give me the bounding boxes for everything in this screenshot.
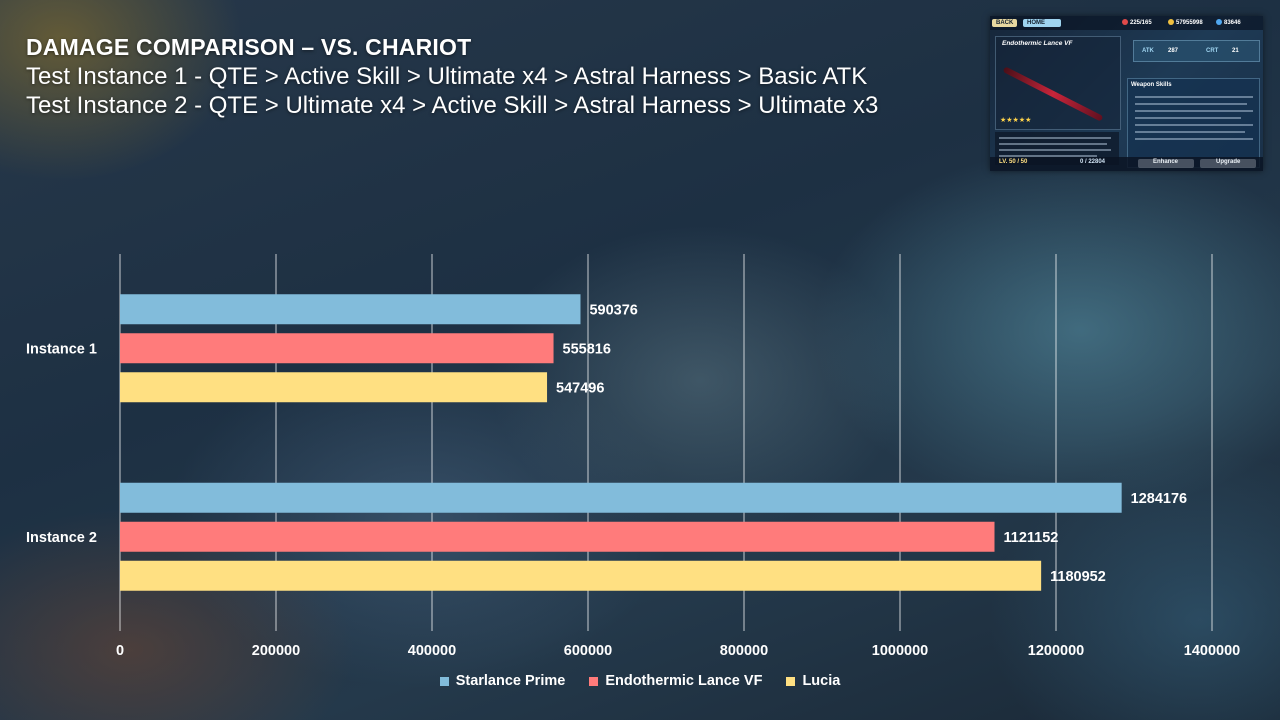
screenshot-crt-label: CRT [1206, 48, 1219, 54]
bar [120, 521, 995, 552]
data-label: 547496 [556, 380, 604, 396]
screenshot-text-line [1135, 131, 1245, 133]
data-label: 1180952 [1050, 569, 1106, 585]
x-tick-label: 1000000 [872, 643, 928, 659]
screenshot-text-line [999, 143, 1107, 145]
x-tick-label: 0 [116, 643, 124, 659]
screenshot-text-line [1135, 117, 1241, 119]
weapon-screenshot-thumbnail: BACK HOME 225/165 57955998 83646 Endothe… [990, 16, 1263, 171]
category-label: Instance 1 [26, 341, 97, 357]
legend-item: Starlance Prime [439, 673, 566, 689]
x-tick-label: 1400000 [1184, 643, 1240, 659]
legend-item: Endothermic Lance VF [589, 673, 762, 689]
screenshot-home-button: HOME [1023, 19, 1061, 27]
screenshot-back-button: BACK [992, 19, 1018, 27]
chart-subtitle-2: Test Instance 2 - QTE > Ultimate x4 > Ac… [26, 92, 879, 119]
screenshot-resource-2-value: 57955998 [1176, 20, 1203, 26]
chart-legend: Starlance Prime Endothermic Lance VF Lucia [0, 671, 1280, 691]
screenshot-upgrade-label: Upgrade [1216, 159, 1241, 165]
screenshot-enhance-button [1138, 159, 1194, 168]
bar [120, 482, 1122, 513]
legend-item: Lucia [786, 673, 840, 689]
screenshot-bottom-bar [990, 157, 1263, 171]
screenshot-text-line [1135, 103, 1247, 105]
data-label: 1121152 [1003, 530, 1058, 546]
x-tick-label: 800000 [720, 643, 768, 659]
screenshot-resource-3: 83646 [1216, 19, 1241, 27]
bar [120, 333, 554, 364]
screenshot-text-line [1135, 110, 1253, 112]
screenshot-exp-text: 0 / 22804 [1080, 159, 1106, 165]
screenshot-stat-bar [1133, 40, 1260, 62]
x-tick-label: 600000 [564, 643, 612, 659]
screenshot-text-line [999, 149, 1111, 151]
bar [120, 372, 548, 403]
screenshot-skills-panel [1127, 78, 1260, 168]
chart-title: DAMAGE COMPARISON – VS. CHARIOT [26, 34, 472, 60]
x-tick-label: 1200000 [1028, 643, 1084, 659]
screenshot-text-line [1135, 96, 1253, 98]
screenshot-resource-2: 57955998 [1168, 19, 1203, 27]
screenshot-resource-3-value: 83646 [1224, 20, 1241, 26]
screenshot-text-line [1135, 124, 1253, 126]
bar [120, 560, 1042, 591]
legend-label: Endothermic Lance VF [605, 673, 763, 689]
data-label: 590376 [589, 302, 637, 318]
bar [120, 294, 581, 325]
screenshot-skills-label: Weapon Skills [1131, 82, 1172, 88]
x-tick-label: 200000 [252, 643, 300, 659]
legend-swatch [439, 676, 449, 686]
legend-label: Lucia [802, 673, 841, 689]
data-label: 1284176 [1131, 491, 1187, 507]
screenshot-crt-value: 21 [1232, 48, 1239, 54]
screenshot-resource-1-value: 225/165 [1130, 20, 1152, 26]
screenshot-weapon-name: Endothermic Lance VF [1002, 40, 1073, 47]
legend-label: Starlance Prime [455, 673, 566, 689]
screenshot-text-line [999, 137, 1111, 139]
title-block: DAMAGE COMPARISON – VS. CHARIOT Test Ins… [26, 34, 878, 120]
screenshot-enhance-label: Enhance [1153, 159, 1179, 165]
data-label: 555816 [563, 341, 611, 357]
chart-subtitle-1: Test Instance 1 - QTE > Active Skill > U… [26, 63, 868, 90]
screenshot-resource-1: 225/165 [1122, 19, 1152, 27]
screenshot-text-line [1135, 138, 1253, 140]
screenshot-level-text: LV. 50 / 50 [999, 159, 1028, 165]
screenshot-upgrade-button [1200, 159, 1256, 168]
screenshot-atk-value: 287 [1168, 48, 1179, 54]
screenshot-text-line [999, 155, 1097, 157]
screenshot-atk-label: ATK [1142, 48, 1154, 54]
category-label: Instance 2 [26, 530, 97, 546]
x-tick-label: 400000 [408, 643, 456, 659]
legend-swatch [786, 676, 796, 686]
legend-swatch [589, 676, 599, 686]
star-rating-icon: ★★★★★ [1000, 117, 1032, 124]
